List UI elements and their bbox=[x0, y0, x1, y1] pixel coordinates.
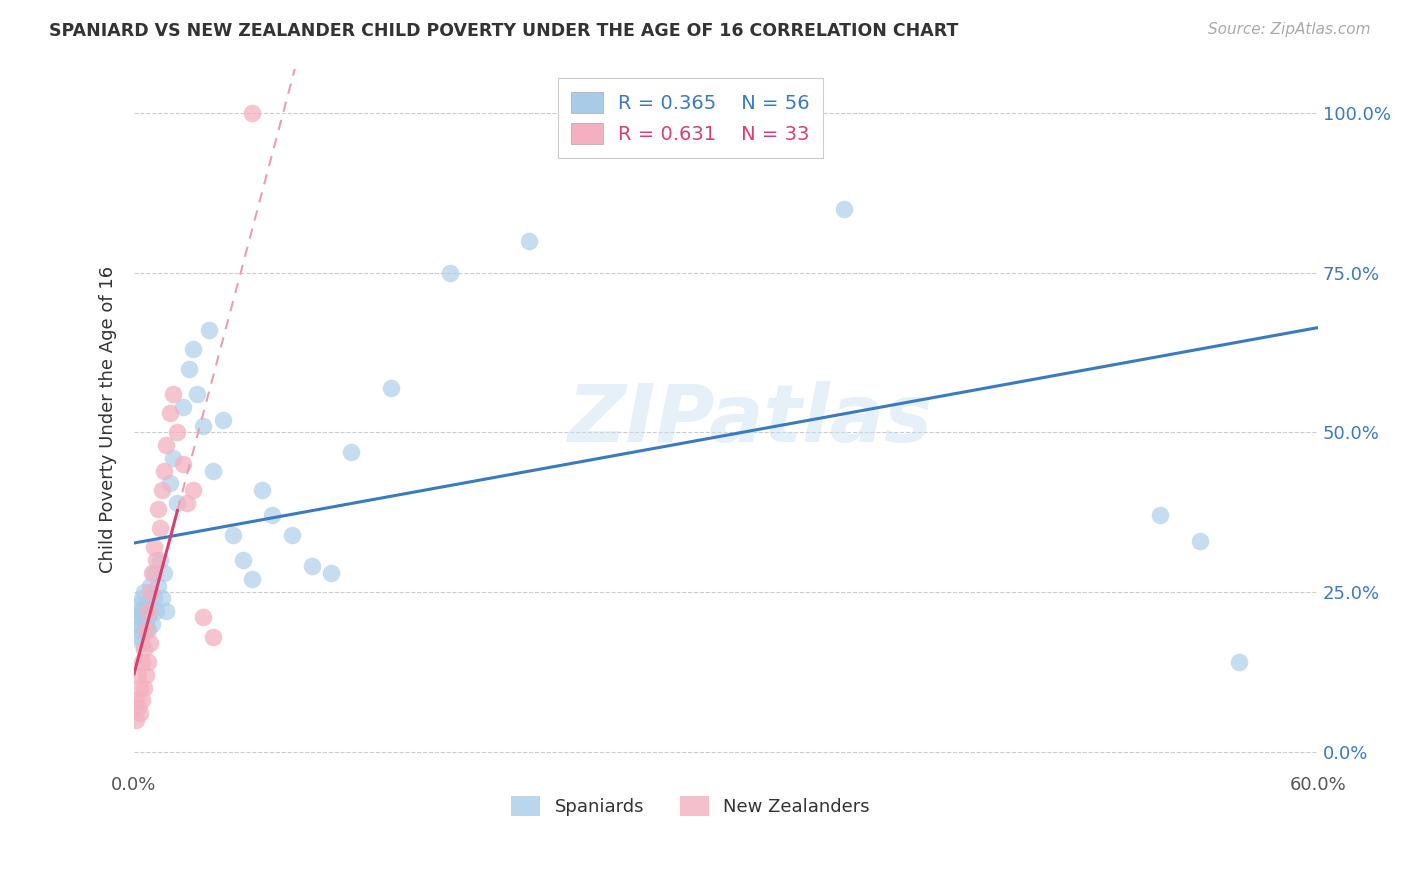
Point bbox=[150, 591, 173, 606]
Point bbox=[201, 630, 224, 644]
Point bbox=[186, 387, 208, 401]
Point bbox=[179, 361, 201, 376]
Point bbox=[129, 604, 152, 618]
Point bbox=[181, 483, 204, 497]
Point bbox=[132, 624, 155, 638]
Point bbox=[181, 343, 204, 357]
Point bbox=[136, 624, 159, 638]
Point bbox=[242, 572, 264, 586]
Point bbox=[301, 559, 323, 574]
Point bbox=[149, 553, 172, 567]
Point bbox=[834, 202, 856, 216]
Point bbox=[127, 699, 149, 714]
Point bbox=[191, 610, 214, 624]
Point bbox=[145, 553, 167, 567]
Point bbox=[252, 483, 274, 497]
Point bbox=[198, 323, 221, 337]
Point bbox=[242, 106, 264, 120]
Point bbox=[222, 527, 245, 541]
Point bbox=[517, 234, 540, 248]
Point bbox=[127, 598, 149, 612]
Point bbox=[201, 464, 224, 478]
Point bbox=[162, 450, 184, 465]
Point bbox=[162, 387, 184, 401]
Point bbox=[127, 624, 149, 638]
Point bbox=[131, 636, 153, 650]
Point bbox=[155, 604, 177, 618]
Point bbox=[129, 681, 152, 695]
Point bbox=[149, 521, 172, 535]
Point bbox=[125, 610, 148, 624]
Point bbox=[142, 591, 165, 606]
Point bbox=[131, 591, 153, 606]
Point bbox=[152, 464, 174, 478]
Point bbox=[380, 381, 402, 395]
Point bbox=[135, 616, 157, 631]
Point bbox=[139, 585, 162, 599]
Point bbox=[211, 412, 233, 426]
Point bbox=[141, 566, 163, 580]
Point bbox=[129, 616, 152, 631]
Point bbox=[262, 508, 284, 523]
Point bbox=[152, 566, 174, 580]
Point bbox=[135, 668, 157, 682]
Point bbox=[150, 483, 173, 497]
Point bbox=[176, 495, 198, 509]
Point bbox=[141, 616, 163, 631]
Point bbox=[145, 604, 167, 618]
Point bbox=[132, 604, 155, 618]
Legend: Spaniards, New Zealanders: Spaniards, New Zealanders bbox=[502, 787, 879, 825]
Point bbox=[125, 693, 148, 707]
Point bbox=[1227, 655, 1250, 669]
Point bbox=[132, 585, 155, 599]
Point bbox=[131, 693, 153, 707]
Text: Source: ZipAtlas.com: Source: ZipAtlas.com bbox=[1208, 22, 1371, 37]
Point bbox=[131, 655, 153, 669]
Point bbox=[142, 566, 165, 580]
Point bbox=[142, 541, 165, 555]
Point bbox=[714, 106, 737, 120]
Point bbox=[439, 266, 461, 280]
Point bbox=[132, 642, 155, 657]
Point bbox=[131, 610, 153, 624]
Point bbox=[166, 495, 188, 509]
Point bbox=[129, 706, 152, 721]
Point bbox=[139, 578, 162, 592]
Y-axis label: Child Poverty Under the Age of 16: Child Poverty Under the Age of 16 bbox=[100, 266, 117, 574]
Point bbox=[155, 438, 177, 452]
Point bbox=[1149, 508, 1171, 523]
Point bbox=[129, 630, 152, 644]
Point bbox=[172, 400, 194, 414]
Point bbox=[1188, 533, 1211, 548]
Point bbox=[135, 624, 157, 638]
Point bbox=[136, 610, 159, 624]
Point bbox=[191, 419, 214, 434]
Point bbox=[127, 668, 149, 682]
Point bbox=[616, 106, 638, 120]
Point bbox=[166, 425, 188, 440]
Point bbox=[321, 566, 343, 580]
Point bbox=[340, 444, 363, 458]
Point bbox=[135, 598, 157, 612]
Point bbox=[139, 636, 162, 650]
Text: SPANIARD VS NEW ZEALANDER CHILD POVERTY UNDER THE AGE OF 16 CORRELATION CHART: SPANIARD VS NEW ZEALANDER CHILD POVERTY … bbox=[49, 22, 959, 40]
Point bbox=[159, 476, 181, 491]
Text: ZIPatlas: ZIPatlas bbox=[567, 381, 932, 458]
Point bbox=[146, 578, 169, 592]
Point bbox=[136, 655, 159, 669]
Point bbox=[281, 527, 304, 541]
Point bbox=[139, 604, 162, 618]
Point bbox=[232, 553, 254, 567]
Point bbox=[125, 713, 148, 727]
Point bbox=[172, 458, 194, 472]
Point bbox=[132, 681, 155, 695]
Point bbox=[159, 406, 181, 420]
Point bbox=[136, 604, 159, 618]
Point bbox=[146, 502, 169, 516]
